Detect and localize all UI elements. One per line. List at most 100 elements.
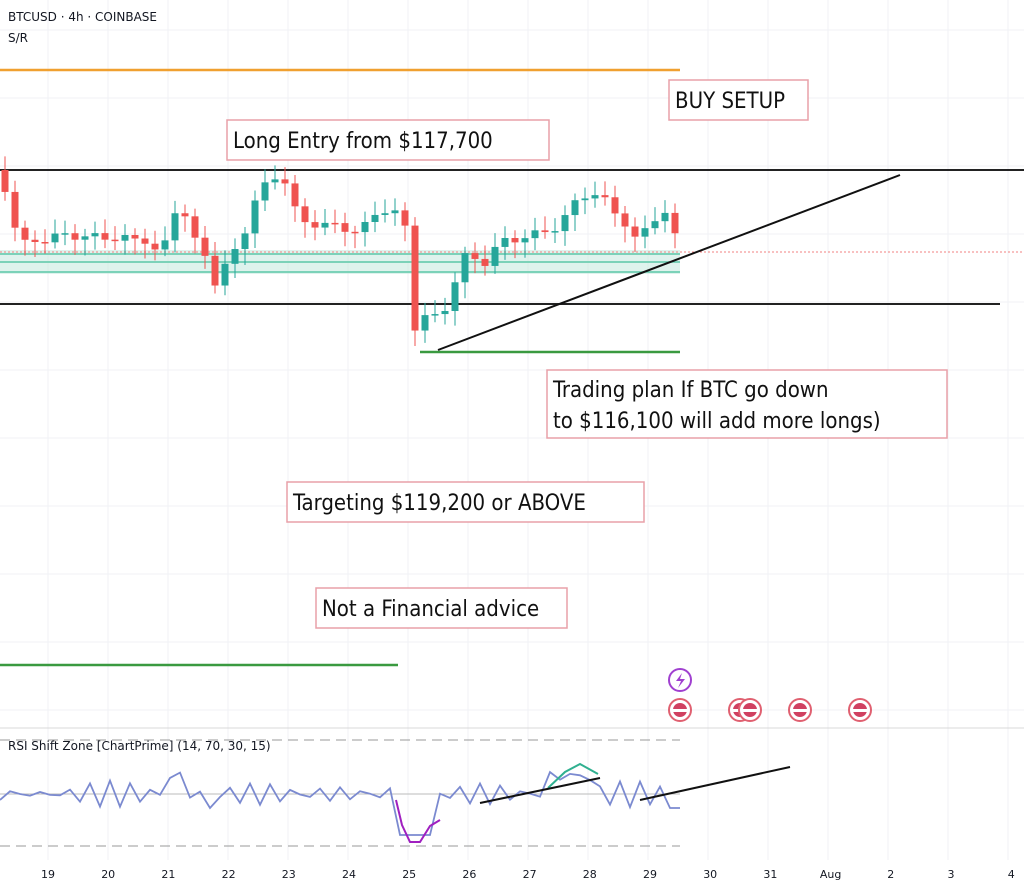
candle-body: [261, 182, 269, 201]
candle-body: [81, 236, 89, 240]
candle-body: [91, 233, 99, 237]
candle-body: [651, 221, 659, 229]
note: to $116,100 will add more longs): [553, 409, 881, 434]
candle-body: [461, 253, 469, 283]
candle-body: [301, 206, 309, 223]
symbol: BTCUSD · 4h · COINBASE: [8, 10, 157, 24]
x-axis-label: 24: [342, 868, 356, 880]
rsi-trendline: [479, 777, 601, 804]
candle-body: [371, 214, 379, 223]
candle-body: [671, 212, 679, 234]
candle-body: [271, 179, 279, 183]
candle-body: [521, 238, 529, 243]
x-axis-label: 22: [222, 868, 236, 880]
candle-body: [441, 311, 449, 315]
candle-body: [621, 213, 629, 227]
candle-body: [181, 213, 189, 217]
x-axis-label: 27: [523, 868, 537, 880]
candle-body: [411, 225, 419, 331]
candle-body: [391, 210, 399, 214]
event-flag-stripe: [743, 709, 757, 712]
x-axis-label: 29: [643, 868, 657, 880]
candle-body: [361, 222, 369, 233]
x-axis-label: 23: [282, 868, 296, 880]
candle-body: [51, 233, 59, 243]
candle-body: [161, 240, 169, 250]
x-axis-label: 30: [703, 868, 717, 880]
candle-body: [21, 227, 29, 240]
candle-body: [451, 282, 459, 312]
note-box: [226, 119, 550, 161]
note: Targeting $119,200 or ABOVE: [292, 491, 586, 516]
candle-body: [61, 233, 69, 235]
candle-body: [431, 314, 439, 316]
x-axis-label: 19: [41, 868, 55, 880]
event-flag-stripe: [673, 709, 687, 712]
candle-body: [331, 222, 339, 225]
candle-body: [351, 231, 359, 234]
x-axis-label: 2: [887, 868, 894, 880]
candle-body: [601, 195, 609, 198]
rsi-overbought: [547, 762, 599, 789]
x-axis-label: 21: [161, 868, 175, 880]
candle-body: [231, 249, 239, 264]
candle-body: [251, 200, 259, 234]
candle-body: [311, 222, 319, 228]
candle-body: [41, 242, 49, 244]
candle-body: [191, 216, 199, 238]
candle-body: [421, 315, 429, 331]
candle-body: [201, 237, 209, 256]
x-axis-label: 3: [948, 868, 955, 880]
candle-body: [71, 233, 79, 240]
candle-body: [481, 258, 489, 266]
candle-body: [381, 213, 389, 215]
candle-body: [171, 213, 179, 241]
rsi-trendline: [639, 766, 791, 801]
candle-body: [641, 228, 649, 237]
candle-body: [321, 222, 329, 228]
x-axis-label: 4: [1008, 868, 1015, 880]
x-axis-label: 31: [763, 868, 777, 880]
candle-body: [141, 238, 149, 244]
event-icon-glyph: [676, 673, 685, 688]
x-axis-label: 26: [462, 868, 476, 880]
candle-body: [291, 183, 299, 207]
candle-body: [341, 223, 349, 232]
candle-body: [661, 212, 669, 222]
candle-body: [241, 233, 249, 250]
trendline: [437, 174, 901, 351]
note: Trading plan If BTC go down: [552, 378, 829, 403]
candle-body: [531, 230, 539, 239]
candle-body: [471, 253, 479, 259]
x-axis-label: 28: [583, 868, 597, 880]
x-axis-label: Aug: [820, 868, 841, 880]
note-box: [315, 587, 568, 629]
candle-body: [1, 170, 9, 192]
event-flag-stripe: [793, 709, 807, 712]
x-axis-label: 25: [402, 868, 416, 880]
candle-body: [221, 263, 229, 286]
candle-body: [511, 238, 519, 243]
x-axis: 19 20 21 22 23 24 25 26 27 28 29 30 31 Aug 2 3 4: [41, 868, 1015, 880]
indicator-name: S/R: [8, 31, 28, 45]
economic-events: [668, 698, 872, 722]
candle-body: [101, 233, 109, 240]
note-box: [546, 369, 948, 439]
rsi-title: RSI Shift Zone [ChartPrime] (14, 70, 30,…: [8, 739, 271, 753]
rsi-line: [0, 770, 680, 836]
candle-body: [501, 238, 509, 247]
candle-body: [561, 215, 569, 232]
note-box: [286, 481, 645, 523]
candle-body: [631, 226, 639, 237]
candle-body: [541, 230, 549, 233]
note: Long Entry from $117,700: [233, 129, 493, 154]
event-flag-stripe: [853, 709, 867, 712]
candle-body: [571, 200, 579, 216]
candle-body: [11, 191, 19, 228]
candle-body: [491, 246, 499, 266]
x-axis-label: 20: [101, 868, 115, 880]
candle-body: [591, 195, 599, 199]
candle-body: [131, 234, 139, 239]
